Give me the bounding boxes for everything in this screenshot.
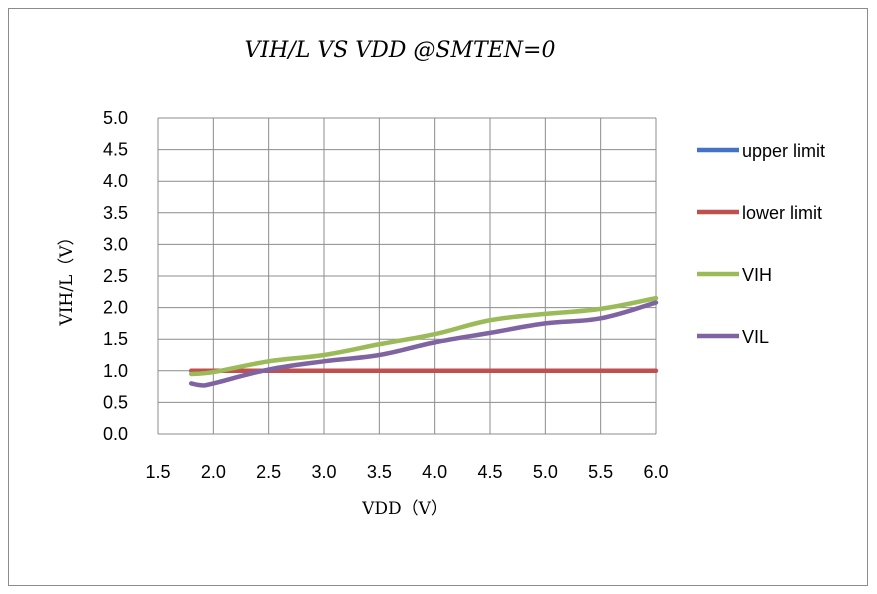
series-line-vih bbox=[188, 295, 659, 377]
y-axis-title: VIH/L（V） bbox=[57, 228, 77, 326]
y-tick-label: 2.5 bbox=[103, 266, 128, 286]
x-tick-label: 2.0 bbox=[201, 462, 226, 482]
x-tick-label: 4.5 bbox=[477, 462, 502, 482]
legend-label: lower limit bbox=[742, 203, 822, 223]
x-tick-labels: 1.5 2.0 2.5 3.0 3.5 4.0 4.5 5.0 5.5 6.0 bbox=[145, 462, 668, 482]
grid bbox=[157, 117, 657, 435]
x-tick-label: 3.0 bbox=[311, 462, 336, 482]
x-tick-label: 2.5 bbox=[256, 462, 281, 482]
chart-frame bbox=[8, 8, 868, 586]
series-line-vil bbox=[188, 300, 659, 388]
y-tick-labels: 0.0 0.5 1.0 1.5 2.0 2.5 3.0 3.5 4.0 4.5 5.0 bbox=[103, 108, 128, 444]
series-lines bbox=[188, 295, 659, 388]
legend: upper limit lower limit VIH VIL bbox=[697, 141, 825, 347]
legend-label: upper limit bbox=[742, 141, 825, 161]
x-tick-label: 5.0 bbox=[533, 462, 558, 482]
y-tick-label: 4.0 bbox=[103, 171, 128, 191]
x-tick-label: 3.5 bbox=[367, 462, 392, 482]
x-tick-label: 5.5 bbox=[588, 462, 613, 482]
x-tick-label: 1.5 bbox=[145, 462, 170, 482]
legend-label: VIH bbox=[742, 265, 772, 285]
y-tick-label: 0.0 bbox=[103, 424, 128, 444]
y-tick-label: 3.5 bbox=[103, 203, 128, 223]
x-tick-label: 4.0 bbox=[422, 462, 447, 482]
y-tick-label: 1.0 bbox=[103, 361, 128, 381]
chart-title: VIH/L VS VDD @SMTEN=0 bbox=[245, 38, 556, 63]
y-tick-label: 2.0 bbox=[103, 298, 128, 318]
y-tick-label: 3.0 bbox=[103, 234, 128, 254]
y-tick-label: 5.0 bbox=[103, 108, 128, 128]
y-tick-label: 0.5 bbox=[103, 392, 128, 412]
x-axis-title: VDD（V） bbox=[361, 499, 448, 519]
y-tick-label: 1.5 bbox=[103, 329, 128, 349]
legend-label: VIL bbox=[742, 327, 769, 347]
y-tick-label: 4.5 bbox=[103, 140, 128, 160]
x-tick-label: 6.0 bbox=[643, 462, 668, 482]
